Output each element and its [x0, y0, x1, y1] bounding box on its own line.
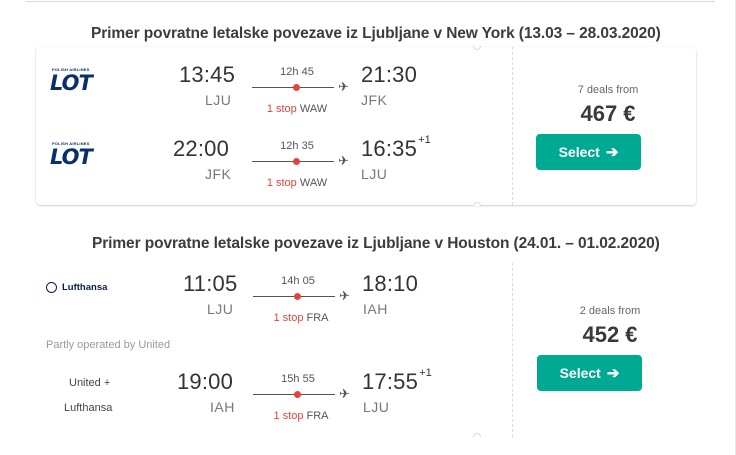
arrival-code: LJU	[361, 166, 388, 182]
arrival-code: LJU	[363, 399, 390, 415]
card-divider-notch	[473, 202, 481, 206]
arrival-time: 21:30	[361, 62, 418, 87]
arrow-right-icon: ➔	[606, 365, 620, 382]
lufthansa-logo-icon	[46, 282, 57, 293]
card-divider-notch	[473, 46, 481, 50]
deals-count: 7 deals from	[577, 84, 639, 96]
departure-time: 11:05	[183, 271, 238, 296]
arrival-time: 18:10	[362, 271, 419, 296]
plane-icon: ✈	[338, 153, 349, 168]
arrival-code: JFK	[361, 92, 388, 108]
lot-logo: POLISH AIRLINES LOT	[50, 67, 93, 95]
operated-by-note: Partly operated by United	[46, 339, 171, 351]
arrival-time: 17:55+1	[362, 367, 433, 394]
arrow-right-icon: ➔	[605, 144, 619, 161]
select-button[interactable]: Select ➔	[537, 355, 642, 391]
select-button[interactable]: Select ➔	[536, 134, 641, 170]
route-title: Primer povratne letalske povezave iz Lju…	[92, 235, 660, 252]
card-divider	[512, 47, 513, 205]
carrier-name: United +	[69, 377, 111, 389]
flight-duration: 15h 55	[281, 373, 315, 385]
stop-dot	[294, 391, 301, 398]
card-divider-notch	[473, 433, 481, 437]
price: 452 €	[582, 322, 638, 347]
stop-info: 1 stop FRA	[273, 410, 329, 422]
departure-time: 13:45	[179, 62, 236, 87]
card-divider	[512, 263, 513, 437]
stop-dot	[293, 84, 300, 91]
departure-code: JFK	[205, 166, 232, 182]
stop-info: 1 stop FRA	[273, 312, 329, 324]
carrier-name: Lufthansa	[64, 402, 113, 414]
departure-code: IAH	[210, 399, 235, 415]
departure-code: LJU	[205, 92, 232, 108]
departure-time: 22:00	[173, 136, 230, 161]
price: 467 €	[580, 101, 636, 126]
departure-time: 19:00	[177, 369, 234, 394]
route-title: Primer povratne letalske povezave iz Lju…	[91, 25, 661, 42]
itinerary-card[interactable]: Lufthansa 11:05 LJU 14h 05 ✈ 1 stop FRA …	[36, 263, 696, 439]
plane-icon: ✈	[338, 79, 349, 94]
top-divider	[26, 1, 715, 2]
stop-dot	[293, 158, 300, 165]
stop-info: 1 stop WAW	[266, 103, 328, 115]
departure-code: LJU	[207, 301, 234, 317]
deals-count: 2 deals from	[579, 305, 641, 317]
plane-icon: ✈	[339, 386, 350, 401]
lot-logo: POLISH AIRLINES LOT	[50, 141, 93, 169]
flight-duration: 12h 45	[280, 66, 314, 78]
stop-info: 1 stop WAW	[266, 177, 328, 189]
arrival-time: 16:35+1	[361, 134, 432, 161]
itinerary-card[interactable]: POLISH AIRLINES LOT 13:45 LJU 12h 45 ✈ 1…	[36, 46, 696, 206]
arrival-code: IAH	[363, 301, 388, 317]
flight-duration: 14h 05	[281, 275, 315, 287]
plane-icon: ✈	[339, 288, 350, 303]
stop-dot	[294, 293, 301, 300]
flight-duration: 12h 35	[280, 140, 314, 152]
lufthansa-logo: Lufthansa	[46, 282, 107, 293]
